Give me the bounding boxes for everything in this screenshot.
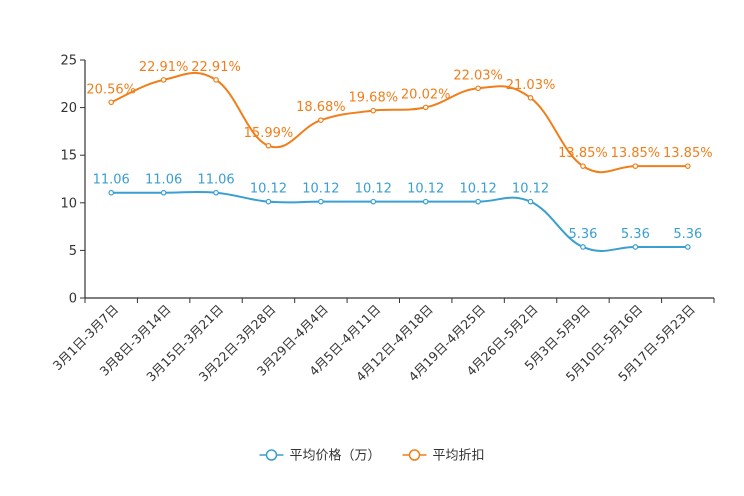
data-point (370, 107, 377, 114)
legend-label: 平均折扣 (433, 449, 485, 464)
data-point (422, 104, 429, 111)
data-label: 10.12 (460, 182, 497, 197)
y-tick-label: 0 (69, 292, 77, 307)
data-point (527, 198, 534, 205)
data-point (422, 198, 429, 205)
y-tick-label: 5 (69, 244, 77, 259)
series-avg-price: 11.06 11.06 11.06 10.12 10.12 10.12 10.12 10.12… (93, 173, 702, 252)
data-label: 20.56% (86, 82, 136, 97)
data-label: 13.85% (611, 146, 661, 161)
data-point (318, 198, 324, 205)
data-label: 11.06 (197, 173, 234, 188)
data-point (318, 117, 324, 123)
data-label: 5.36 (673, 227, 702, 242)
data-point (160, 77, 167, 83)
data-label: 18.68% (296, 100, 346, 115)
data-point (475, 85, 481, 92)
data-point (265, 142, 272, 149)
data-point (684, 163, 691, 169)
data-point (265, 198, 272, 205)
data-label: 22.91% (139, 60, 189, 75)
data-point (527, 94, 534, 101)
data-point (108, 189, 115, 196)
series-avg-discount: 20.56%22.91% 22.91%15.99%18.68%19.68% 20.0… (86, 60, 713, 174)
legend-label: 平均价格（万） (289, 448, 380, 464)
data-point (580, 163, 586, 169)
data-label: 13.85% (558, 146, 608, 161)
data-point (108, 99, 115, 106)
data-label: 10.12 (512, 182, 549, 197)
series-line (111, 190, 688, 252)
data-label: 10.12 (302, 182, 339, 197)
data-label: 10.12 (407, 182, 444, 197)
data-label: 22.91% (191, 60, 241, 75)
legend-item-avg-discount: 平均折扣 (402, 449, 485, 464)
y-tick-label: 10 (60, 196, 77, 211)
data-label: 21.03% (506, 78, 556, 93)
legend-marker (408, 449, 421, 461)
data-label: 20.02% (401, 87, 451, 102)
y-tick-label: 20 (60, 101, 77, 116)
data-label: 5.36 (568, 227, 597, 242)
data-point (213, 189, 219, 196)
data-label: 5.36 (621, 227, 650, 242)
data-label: 19.68% (349, 91, 399, 106)
legend-item-avg-price: 平均价格（万） (259, 448, 381, 464)
data-point (213, 77, 219, 83)
legend-marker (265, 449, 278, 461)
y-tick-label: 15 (60, 149, 77, 164)
data-label: 10.12 (355, 182, 392, 197)
data-point (580, 244, 586, 250)
data-point (475, 198, 481, 205)
data-label: 10.12 (250, 182, 287, 197)
data-label: 15.99% (244, 126, 294, 141)
data-point (632, 244, 639, 250)
data-label: 11.06 (145, 173, 182, 188)
data-label: 22.03% (453, 68, 503, 83)
data-label: 13.85% (663, 146, 713, 161)
data-point (370, 198, 377, 205)
data-point (632, 163, 639, 169)
data-point (160, 189, 167, 196)
data-point (684, 244, 691, 250)
data-label: 11.06 (93, 173, 130, 188)
y-tick-label: 25 (60, 54, 77, 69)
